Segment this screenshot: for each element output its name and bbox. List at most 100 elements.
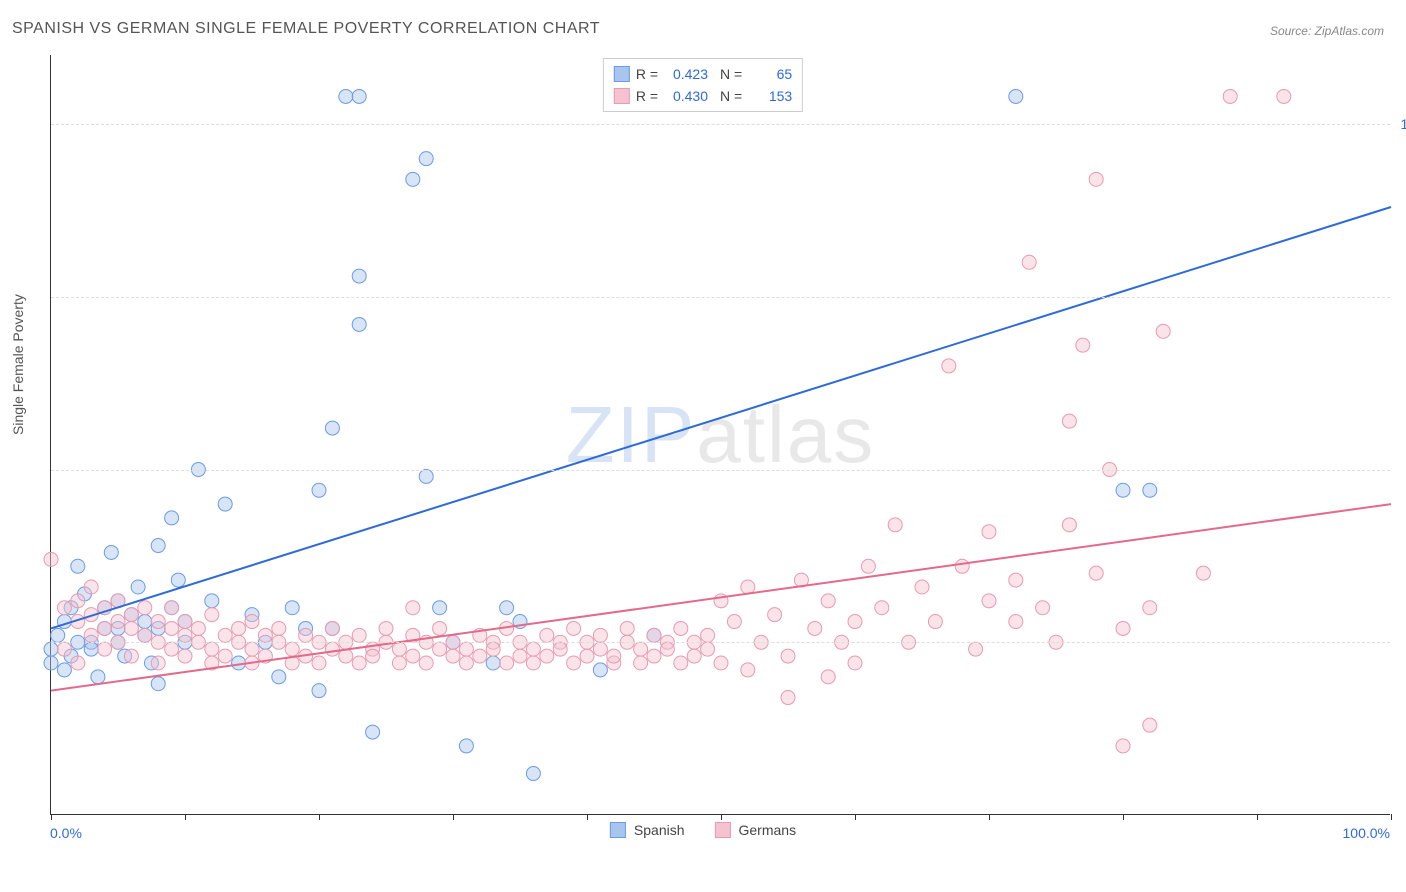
data-point — [1089, 172, 1103, 186]
data-point — [352, 656, 366, 670]
data-point — [593, 663, 607, 677]
data-point — [57, 642, 71, 656]
data-point — [299, 628, 313, 642]
chart-svg — [51, 55, 1390, 814]
data-point — [1062, 414, 1076, 428]
data-point — [1277, 89, 1291, 103]
data-point — [352, 628, 366, 642]
data-point — [593, 628, 607, 642]
data-point — [171, 573, 185, 587]
data-point — [875, 601, 889, 615]
data-point — [741, 663, 755, 677]
data-point — [406, 172, 420, 186]
x-tick — [319, 814, 320, 820]
data-point — [567, 621, 581, 635]
data-point — [674, 621, 688, 635]
stat-r-value: 0.430 — [664, 85, 708, 107]
data-point — [104, 545, 118, 559]
data-point — [205, 594, 219, 608]
data-point — [84, 628, 98, 642]
data-point — [727, 615, 741, 629]
source-attribution: Source: ZipAtlas.com — [1270, 24, 1384, 38]
x-tick — [721, 814, 722, 820]
data-point — [741, 580, 755, 594]
x-tick — [185, 814, 186, 820]
data-point — [151, 656, 165, 670]
data-point — [312, 684, 326, 698]
gridline-h — [51, 470, 1390, 471]
data-point — [272, 670, 286, 684]
legend-label: Spanish — [634, 822, 685, 838]
data-point — [138, 601, 152, 615]
x-tick — [51, 814, 52, 820]
data-point — [84, 580, 98, 594]
data-point — [325, 421, 339, 435]
stat-r-label: R = — [636, 63, 658, 85]
data-point — [526, 656, 540, 670]
data-point — [808, 621, 822, 635]
chart-container: SPANISH VS GERMAN SINGLE FEMALE POVERTY … — [0, 0, 1406, 892]
data-point — [392, 656, 406, 670]
data-point — [57, 601, 71, 615]
data-point — [848, 656, 862, 670]
data-point — [285, 601, 299, 615]
x-axis-max-label: 100.0% — [1343, 825, 1390, 841]
data-point — [379, 621, 393, 635]
data-point — [165, 642, 179, 656]
data-point — [1009, 573, 1023, 587]
data-point — [339, 89, 353, 103]
data-point — [1156, 324, 1170, 338]
legend-swatch — [614, 66, 630, 82]
data-point — [567, 656, 581, 670]
data-point — [178, 628, 192, 642]
data-point — [218, 497, 232, 511]
data-point — [1196, 566, 1210, 580]
data-point — [98, 642, 112, 656]
data-point — [1116, 483, 1130, 497]
data-point — [1076, 338, 1090, 352]
data-point — [285, 642, 299, 656]
data-point — [165, 511, 179, 525]
gridline-h — [51, 297, 1390, 298]
data-point — [526, 642, 540, 656]
data-point — [942, 359, 956, 373]
data-point — [768, 608, 782, 622]
data-point — [151, 615, 165, 629]
x-tick — [989, 814, 990, 820]
data-point — [131, 580, 145, 594]
data-point — [647, 649, 661, 663]
data-point — [138, 615, 152, 629]
legend-swatch — [614, 88, 630, 104]
data-point — [44, 656, 58, 670]
data-point — [1009, 615, 1023, 629]
data-point — [446, 649, 460, 663]
data-point — [245, 642, 259, 656]
data-point — [433, 642, 447, 656]
data-point — [620, 621, 634, 635]
data-point — [98, 621, 112, 635]
data-point — [1062, 518, 1076, 532]
stat-n-value: 153 — [748, 85, 792, 107]
data-point — [1089, 566, 1103, 580]
data-point — [1009, 89, 1023, 103]
stat-n-value: 65 — [748, 63, 792, 85]
data-point — [1143, 601, 1157, 615]
stat-legend-row: R =0.430N =153 — [614, 85, 792, 107]
bottom-legend-item: Germans — [715, 822, 797, 838]
data-point — [687, 649, 701, 663]
data-point — [151, 539, 165, 553]
data-point — [1022, 255, 1036, 269]
data-point — [821, 670, 835, 684]
data-point — [969, 642, 983, 656]
data-point — [352, 269, 366, 283]
data-point — [486, 656, 500, 670]
data-point — [433, 621, 447, 635]
data-point — [1036, 601, 1050, 615]
data-point — [928, 615, 942, 629]
data-point — [44, 552, 58, 566]
data-point — [419, 469, 433, 483]
x-tick — [1123, 814, 1124, 820]
data-point — [325, 621, 339, 635]
data-point — [701, 642, 715, 656]
stat-legend-row: R =0.423N =65 — [614, 63, 792, 85]
